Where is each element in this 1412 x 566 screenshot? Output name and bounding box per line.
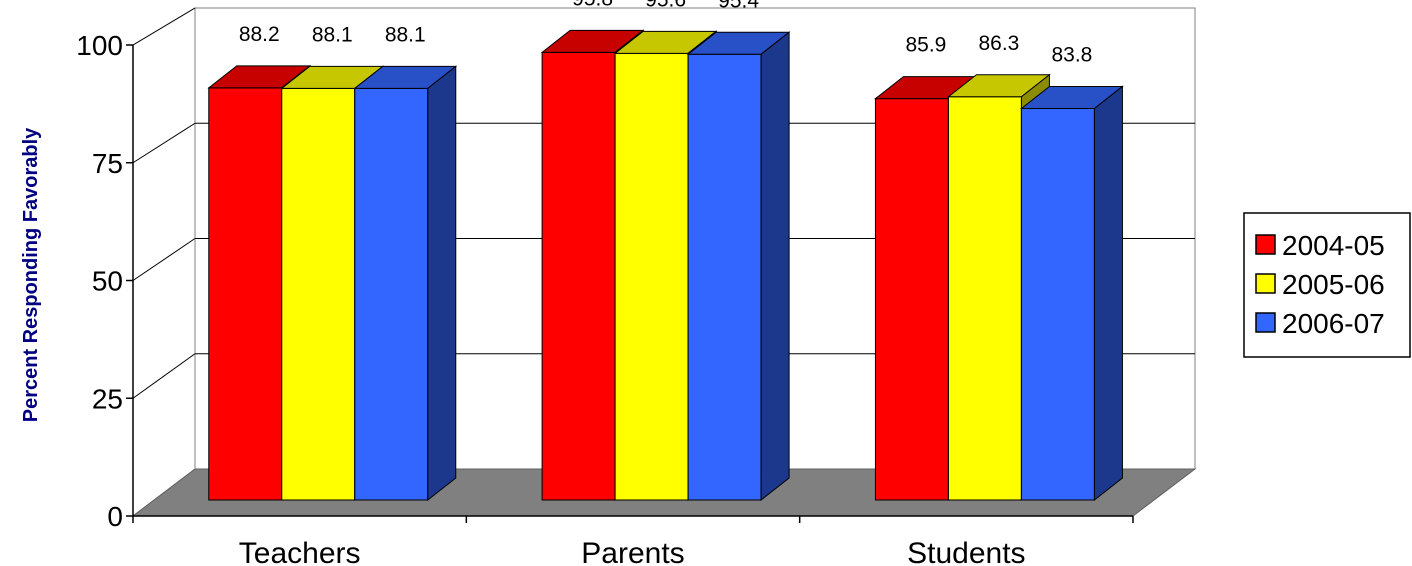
- legend-label: 2004-05: [1282, 230, 1385, 261]
- y-tick-label: 100: [76, 30, 123, 61]
- x-tick-label: Parents: [581, 537, 684, 566]
- data-labels: 88.2 88.1 88.1 95.8 95.6 95.4 85.9 86.3 83.8: [239, 0, 1093, 66]
- y-tick-label: 75: [92, 148, 123, 179]
- gridline-side: [132, 238, 196, 281]
- data-label: 86.3: [978, 32, 1019, 55]
- bar: [686, 31, 791, 502]
- x-tick-label: Students: [907, 537, 1025, 566]
- bar-front: [281, 87, 356, 501]
- side-wall: [132, 7, 196, 518]
- data-label: 88.1: [385, 23, 426, 46]
- bar-front: [614, 52, 689, 501]
- bar-front: [541, 51, 616, 501]
- bar-front: [687, 53, 762, 501]
- bar-side: [760, 31, 790, 502]
- data-label: 95.8: [572, 0, 613, 10]
- x-tick-label: Teachers: [239, 537, 361, 566]
- y-axis-label: Percent Responding Favorably: [20, 127, 42, 422]
- data-label: 83.8: [1051, 43, 1092, 66]
- bar-front: [208, 87, 283, 501]
- gridline-side: [132, 7, 196, 46]
- bars: [207, 29, 1124, 502]
- legend-swatch: [1255, 312, 1276, 333]
- bar: [353, 65, 458, 502]
- bar-side: [427, 65, 457, 502]
- gridline-side: [132, 353, 196, 399]
- gridline-side: [132, 122, 196, 164]
- y-tick-label: 0: [107, 501, 123, 532]
- data-label: 85.9: [905, 34, 946, 57]
- data-label: 88.2: [239, 23, 280, 46]
- legend-label: 2006-07: [1282, 308, 1385, 339]
- bar: [1019, 85, 1124, 502]
- y-tick-label: 25: [92, 383, 123, 414]
- bar-front: [1020, 107, 1095, 501]
- y-tick-label: 50: [92, 266, 123, 297]
- legend-swatch: [1255, 273, 1276, 294]
- bar-side: [1093, 85, 1123, 502]
- data-label: 95.6: [645, 0, 686, 11]
- bar-front: [874, 98, 949, 501]
- x-axis: Teachers Parents Students: [132, 515, 1134, 566]
- data-label: 88.1: [312, 23, 353, 46]
- legend-label: 2005-06: [1282, 269, 1385, 300]
- legend-swatch: [1255, 234, 1276, 255]
- bar-front: [947, 96, 1022, 501]
- data-label: 95.4: [718, 0, 759, 12]
- legend: 2004-05 2005-06 2006-07: [1243, 212, 1411, 358]
- y-axis: 0 25 50 75 100: [76, 30, 134, 532]
- bar-front: [354, 87, 429, 501]
